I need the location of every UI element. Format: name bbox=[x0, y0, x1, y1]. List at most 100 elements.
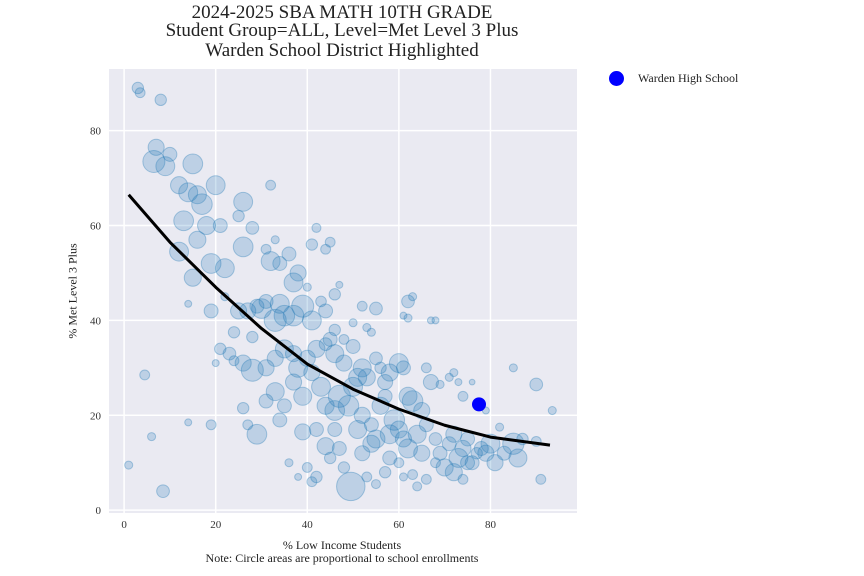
school-point bbox=[382, 450, 398, 466]
school-point bbox=[214, 342, 227, 356]
school-point bbox=[222, 346, 237, 361]
school-point bbox=[318, 303, 334, 319]
school-point bbox=[124, 460, 134, 470]
school-point bbox=[246, 423, 268, 445]
school-point bbox=[420, 362, 432, 374]
school-point bbox=[361, 471, 373, 483]
school-point bbox=[477, 444, 495, 462]
school-point bbox=[470, 447, 483, 460]
school-point bbox=[428, 432, 443, 446]
school-point bbox=[362, 323, 372, 333]
school-point bbox=[426, 316, 435, 325]
chart-title-line-1: 2024-2025 SBA MATH 10TH GRADE bbox=[191, 2, 493, 23]
school-point bbox=[378, 466, 392, 479]
school-point bbox=[420, 473, 432, 485]
school-point bbox=[460, 455, 476, 471]
school-point bbox=[327, 384, 351, 408]
school-point bbox=[380, 363, 399, 382]
school-point bbox=[294, 423, 312, 441]
school-point bbox=[454, 378, 463, 387]
school-point bbox=[435, 458, 454, 477]
school-point bbox=[260, 251, 281, 272]
school-point bbox=[282, 304, 305, 327]
school-point bbox=[363, 417, 379, 433]
school-point bbox=[154, 93, 167, 107]
school-point bbox=[353, 406, 371, 424]
school-point bbox=[302, 282, 312, 292]
school-point bbox=[335, 354, 353, 372]
school-point bbox=[432, 445, 448, 461]
school-point bbox=[407, 424, 427, 444]
school-point bbox=[366, 429, 386, 449]
school-point bbox=[291, 294, 315, 318]
school-point bbox=[307, 339, 326, 358]
school-point bbox=[389, 420, 408, 439]
school-point bbox=[246, 330, 259, 344]
school-point bbox=[178, 182, 199, 203]
school-point bbox=[276, 398, 292, 414]
school-point bbox=[283, 272, 304, 293]
school-point bbox=[357, 368, 376, 387]
school-point bbox=[398, 438, 418, 459]
school-point bbox=[395, 360, 411, 376]
school-point bbox=[486, 454, 504, 472]
school-point bbox=[398, 386, 418, 406]
school-point bbox=[422, 374, 439, 391]
school-point bbox=[430, 457, 441, 469]
chart-title-line-3: Warden School District Highlighted bbox=[205, 40, 479, 61]
school-point bbox=[352, 358, 372, 378]
school-point bbox=[454, 439, 472, 458]
school-point bbox=[348, 420, 368, 440]
school-point bbox=[232, 209, 245, 223]
school-point bbox=[134, 87, 146, 99]
chart-title-line-2: Student Group=ALL, Level=Met Level 3 Plu… bbox=[165, 20, 519, 41]
school-point bbox=[327, 422, 343, 437]
school-point bbox=[362, 434, 381, 453]
school-point bbox=[448, 448, 469, 468]
y-tick-label: 60 bbox=[90, 221, 102, 233]
school-point bbox=[311, 222, 322, 233]
school-point bbox=[495, 422, 505, 432]
school-point bbox=[187, 185, 207, 205]
school-point bbox=[393, 457, 405, 469]
legend: Warden High School bbox=[609, 71, 738, 86]
y-axis-label: % Met Level 3 Plus bbox=[65, 243, 80, 339]
school-point bbox=[328, 323, 341, 337]
school-point bbox=[251, 298, 272, 319]
school-point bbox=[257, 359, 275, 377]
school-point bbox=[337, 461, 351, 474]
school-point bbox=[236, 401, 250, 415]
school-point bbox=[139, 369, 151, 381]
school-point bbox=[322, 331, 338, 347]
school-point bbox=[449, 368, 459, 378]
y-tick-label: 40 bbox=[90, 315, 102, 327]
school-point bbox=[311, 376, 331, 397]
school-point bbox=[293, 386, 313, 406]
school-point bbox=[457, 390, 469, 402]
school-point bbox=[412, 481, 423, 492]
school-point bbox=[265, 382, 285, 402]
school-point bbox=[435, 379, 445, 389]
school-point bbox=[273, 304, 296, 327]
school-point bbox=[147, 432, 157, 442]
school-point bbox=[408, 292, 418, 302]
school-point bbox=[335, 280, 344, 289]
school-point bbox=[142, 149, 166, 174]
school-point bbox=[240, 358, 264, 382]
school-point bbox=[301, 310, 322, 331]
school-point bbox=[281, 246, 297, 262]
school-point bbox=[147, 138, 165, 156]
school-point bbox=[230, 302, 248, 320]
school-point bbox=[205, 175, 226, 196]
school-point bbox=[263, 308, 287, 332]
school-point bbox=[316, 396, 335, 415]
school-point bbox=[473, 441, 489, 456]
school-point bbox=[529, 377, 544, 392]
school-point bbox=[324, 400, 346, 421]
school-point bbox=[289, 264, 307, 282]
school-point bbox=[228, 355, 240, 367]
school-point bbox=[366, 327, 376, 337]
chart-note: Note: Circle areas are proportional to s… bbox=[205, 551, 479, 565]
school-point bbox=[260, 243, 272, 255]
school-point bbox=[294, 472, 303, 481]
